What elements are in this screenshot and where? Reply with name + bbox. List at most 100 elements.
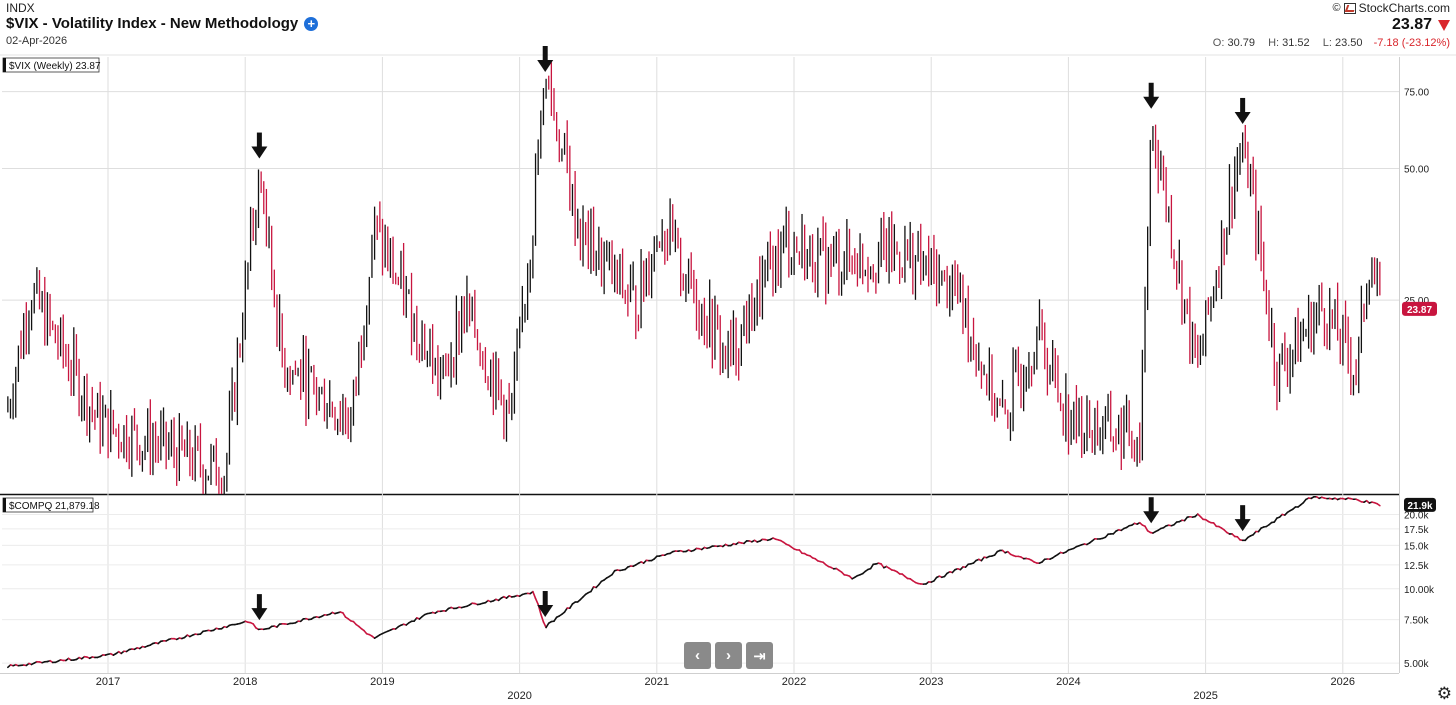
- arrow-head: [251, 608, 268, 621]
- arrow-head: [1143, 511, 1160, 524]
- vix-arrow-annotation: [251, 132, 268, 159]
- x-tick-label: 2026: [1331, 676, 1355, 688]
- arrow-shaft: [256, 594, 262, 611]
- copyright-icon: ©: [1332, 2, 1341, 14]
- compq-segment: [342, 612, 347, 618]
- arrow-shaft: [542, 591, 548, 608]
- compq-line: [7, 496, 1381, 669]
- vix-arrow-annotation: [1143, 82, 1160, 109]
- plus-icon[interactable]: +: [304, 16, 319, 31]
- last-price: 23.87: [1391, 16, 1432, 33]
- compq-legend-swatch: [3, 498, 6, 512]
- arrow-head: [537, 605, 554, 618]
- arrow-shaft: [1148, 82, 1154, 99]
- grid-layer: [0, 54, 1456, 674]
- vix-arrow-annotation: [537, 46, 554, 72]
- arrow-head: [1143, 96, 1160, 109]
- arrow-head: [1234, 519, 1251, 532]
- compq-y-tick-label: 17.5k: [1404, 525, 1429, 536]
- vix-bars: [7, 62, 1381, 494]
- compq-arrow-annotation: [537, 591, 554, 618]
- compq-segment: [540, 613, 545, 623]
- compq-y-tick-label: 10.00k: [1404, 585, 1435, 596]
- compq-segment: [869, 563, 875, 570]
- arrow-head: [251, 146, 268, 159]
- compq-segment: [1376, 502, 1381, 507]
- arrow-shaft: [1148, 497, 1154, 514]
- compq-last-value-label: 21.9k: [1407, 501, 1432, 512]
- compq-segment: [563, 607, 568, 613]
- chart-date: 02-Apr-2026: [6, 35, 68, 47]
- arrow-shaft: [1240, 97, 1246, 114]
- high-value: 31.52: [1282, 37, 1310, 49]
- vix-last-value-label: 23.87: [1407, 305, 1432, 316]
- x-tick-label: 2017: [96, 676, 120, 688]
- x-tick-label: 2022: [782, 676, 806, 688]
- vix-last-value-badge: 23.87: [1402, 301, 1437, 316]
- vix-y-tick-label: 75.00: [1404, 88, 1429, 99]
- open-value: 30.79: [1227, 37, 1255, 49]
- annotation-arrows: [251, 46, 1251, 621]
- x-tick-label: 2021: [645, 676, 669, 688]
- chart-nav: ‹ › ⇥: [684, 642, 773, 669]
- chart-header-left: INDX $VIX - Volatility Index - New Metho…: [6, 1, 319, 47]
- compq-segment: [590, 586, 595, 593]
- compq-segment: [542, 621, 547, 629]
- x-tick-label: 2025: [1193, 690, 1217, 702]
- vix-last-value-bg: [1402, 301, 1437, 316]
- last-price-row: 23.87: [1203, 16, 1450, 34]
- x-tick-label: 2019: [370, 676, 394, 688]
- compq-arrow-annotation: [1143, 497, 1160, 524]
- gear-icon[interactable]: ⚙: [1436, 684, 1452, 703]
- compq-y-tick-label: 5.00k: [1404, 659, 1429, 670]
- x-tick-label: 2023: [919, 676, 943, 688]
- compq-segment: [1144, 525, 1149, 532]
- low-value: 23.50: [1334, 37, 1363, 49]
- high-label: H:: [1268, 37, 1280, 49]
- vix-arrow-annotation: [1234, 97, 1251, 124]
- compq-legend: $COMPQ 21,879.18: [2, 497, 100, 513]
- vix-y-tick-label: 50.00: [1404, 165, 1429, 176]
- down-arrow-icon: [1438, 19, 1450, 31]
- arrow-head: [537, 60, 554, 72]
- brand-name: StockCharts.com: [1358, 1, 1450, 15]
- brand-logo-icon: [1343, 2, 1356, 14]
- vix-y-tick-label: 25.00: [1404, 296, 1429, 307]
- compq-y-tick-label: 20.0k: [1404, 511, 1429, 522]
- arrow-shaft: [256, 132, 262, 149]
- x-tick-label: 2018: [233, 676, 257, 688]
- compq-y-tick-label: 12.5k: [1404, 561, 1429, 572]
- brand[interactable]: © StockCharts.com: [1203, 1, 1450, 15]
- compq-segment: [532, 590, 537, 600]
- compq-last-value-badge: 21.9k: [1404, 497, 1436, 512]
- exchange-label: INDX: [6, 1, 35, 15]
- x-tick-label: 2024: [1056, 676, 1080, 688]
- compq-last-value-bg: [1404, 497, 1436, 512]
- title-row: $VIX - Volatility Index - New Methodolog…: [6, 15, 319, 32]
- x-tick-label: 2020: [507, 690, 531, 702]
- compq-segment: [569, 603, 574, 609]
- prev-button[interactable]: ‹: [684, 642, 711, 669]
- change-value: -7.18 (-23.12%): [1373, 37, 1450, 49]
- compq-segment: [534, 597, 539, 606]
- next-button[interactable]: ›: [715, 642, 742, 669]
- low-label: L:: [1322, 37, 1332, 49]
- chart-header-right: © StockCharts.com 23.87 O: 30.79 H: 31.5…: [1203, 1, 1450, 49]
- jump-to-end-button[interactable]: ⇥: [746, 642, 773, 669]
- compq-y-tick-label: 15.0k: [1404, 541, 1429, 552]
- axis-layer: 2017 2018 2019 2020 2021 2022 2023 2024 2025 2026…: [2, 57, 1437, 702]
- open-label: O:: [1212, 37, 1225, 49]
- compq-segment: [545, 622, 550, 629]
- vix-legend: $VIX (Weekly) 23.87: [2, 57, 101, 73]
- ohlc-row: O: 30.79 H: 31.52 L: 23.50 -7.18 (-23.12…: [1203, 37, 1450, 49]
- arrow-shaft: [542, 46, 548, 62]
- chart-title: $VIX - Volatility Index - New Methodolog…: [6, 15, 299, 32]
- compq-arrow-annotation: [1234, 505, 1251, 532]
- compq-y-tick-label: 7.50k: [1404, 616, 1429, 627]
- compq-arrow-annotation: [251, 594, 268, 621]
- vix-legend-swatch: [3, 58, 6, 72]
- vix-legend-label: $VIX (Weekly) 23.87: [9, 61, 101, 72]
- compq-legend-label: $COMPQ 21,879.18: [9, 501, 100, 512]
- arrow-head: [1234, 111, 1251, 124]
